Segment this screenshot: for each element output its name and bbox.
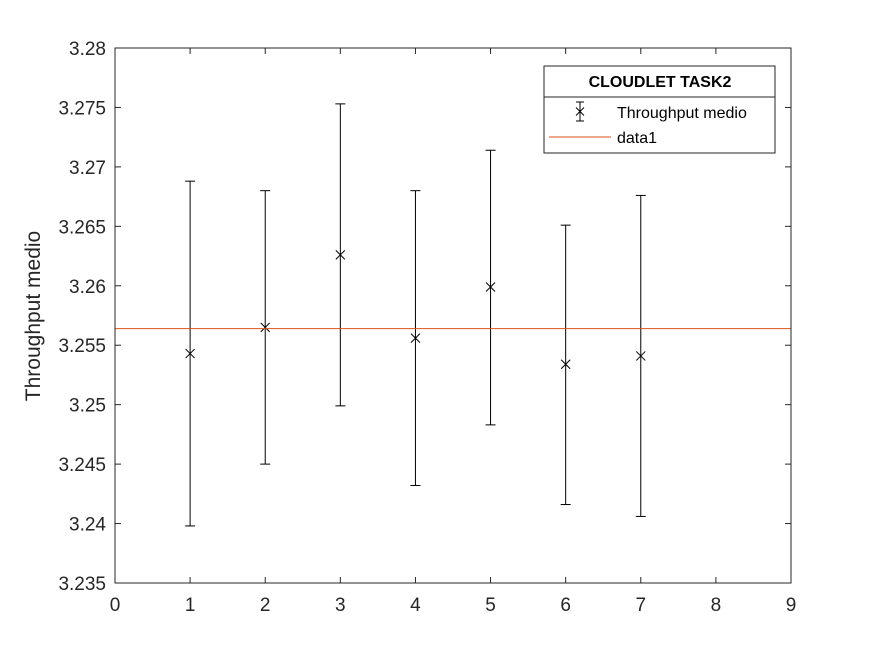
x-tick-label: 1 [185, 595, 196, 616]
legend-title: CLOUDLET TASK2 [589, 74, 732, 91]
y-tick-label: 3.275 [58, 98, 106, 119]
legend-errorbar-icon [575, 101, 585, 122]
data-marks [115, 103, 791, 527]
y-tick-label: 3.28 [69, 39, 106, 60]
y-tick-label: 3.24 [69, 515, 106, 536]
y-tick-label: 3.27 [69, 158, 106, 179]
x-tick-label: 4 [410, 595, 421, 616]
y-tick-label: 3.245 [58, 455, 106, 476]
errorbar-point-6 [560, 224, 571, 506]
x-marker [410, 333, 421, 343]
x-marker [335, 250, 346, 260]
x-tick-label: 9 [786, 595, 797, 616]
x-marker [485, 282, 496, 292]
errorbar-point-1 [185, 180, 196, 527]
axes: 0 1 2 3 4 5 6 7 8 9 3.235 3.24 3.245 3.25 3.255 3.26 3.2… [58, 39, 796, 616]
x-tick-label: 0 [110, 595, 121, 616]
x-tick-label: 5 [485, 595, 496, 616]
y-axis-title: Throughput medio [22, 231, 45, 401]
errorbar-point-3 [335, 103, 346, 407]
y-tick-label: 3.255 [58, 336, 106, 357]
errorbar-point-4 [410, 190, 421, 487]
x-tick-label: 2 [260, 595, 271, 616]
y-tick-label: 3.265 [58, 217, 106, 238]
legend: CLOUDLET TASK2 Throughput medio data1 [543, 65, 776, 154]
y-tick-label: 3.26 [69, 277, 106, 298]
x-tick-label: 7 [635, 595, 646, 616]
x-marker [560, 359, 571, 370]
x-marker [185, 348, 195, 359]
x-tick-label: 6 [560, 595, 571, 616]
legend-entry-throughput: Throughput medio [617, 105, 747, 122]
x-marker [260, 322, 271, 333]
x-marker [635, 351, 646, 361]
legend-entry-data1: data1 [617, 130, 657, 147]
y-tick-label: 3.25 [69, 396, 106, 417]
errorbar-point-5 [485, 149, 496, 426]
errorbar-point-7 [635, 194, 646, 517]
y-tick-label: 3.235 [58, 574, 106, 595]
axes-box [114, 47, 792, 584]
x-tick-label: 3 [335, 595, 346, 616]
x-tick-label: 8 [711, 595, 722, 616]
errorbar-point-2 [260, 190, 271, 465]
